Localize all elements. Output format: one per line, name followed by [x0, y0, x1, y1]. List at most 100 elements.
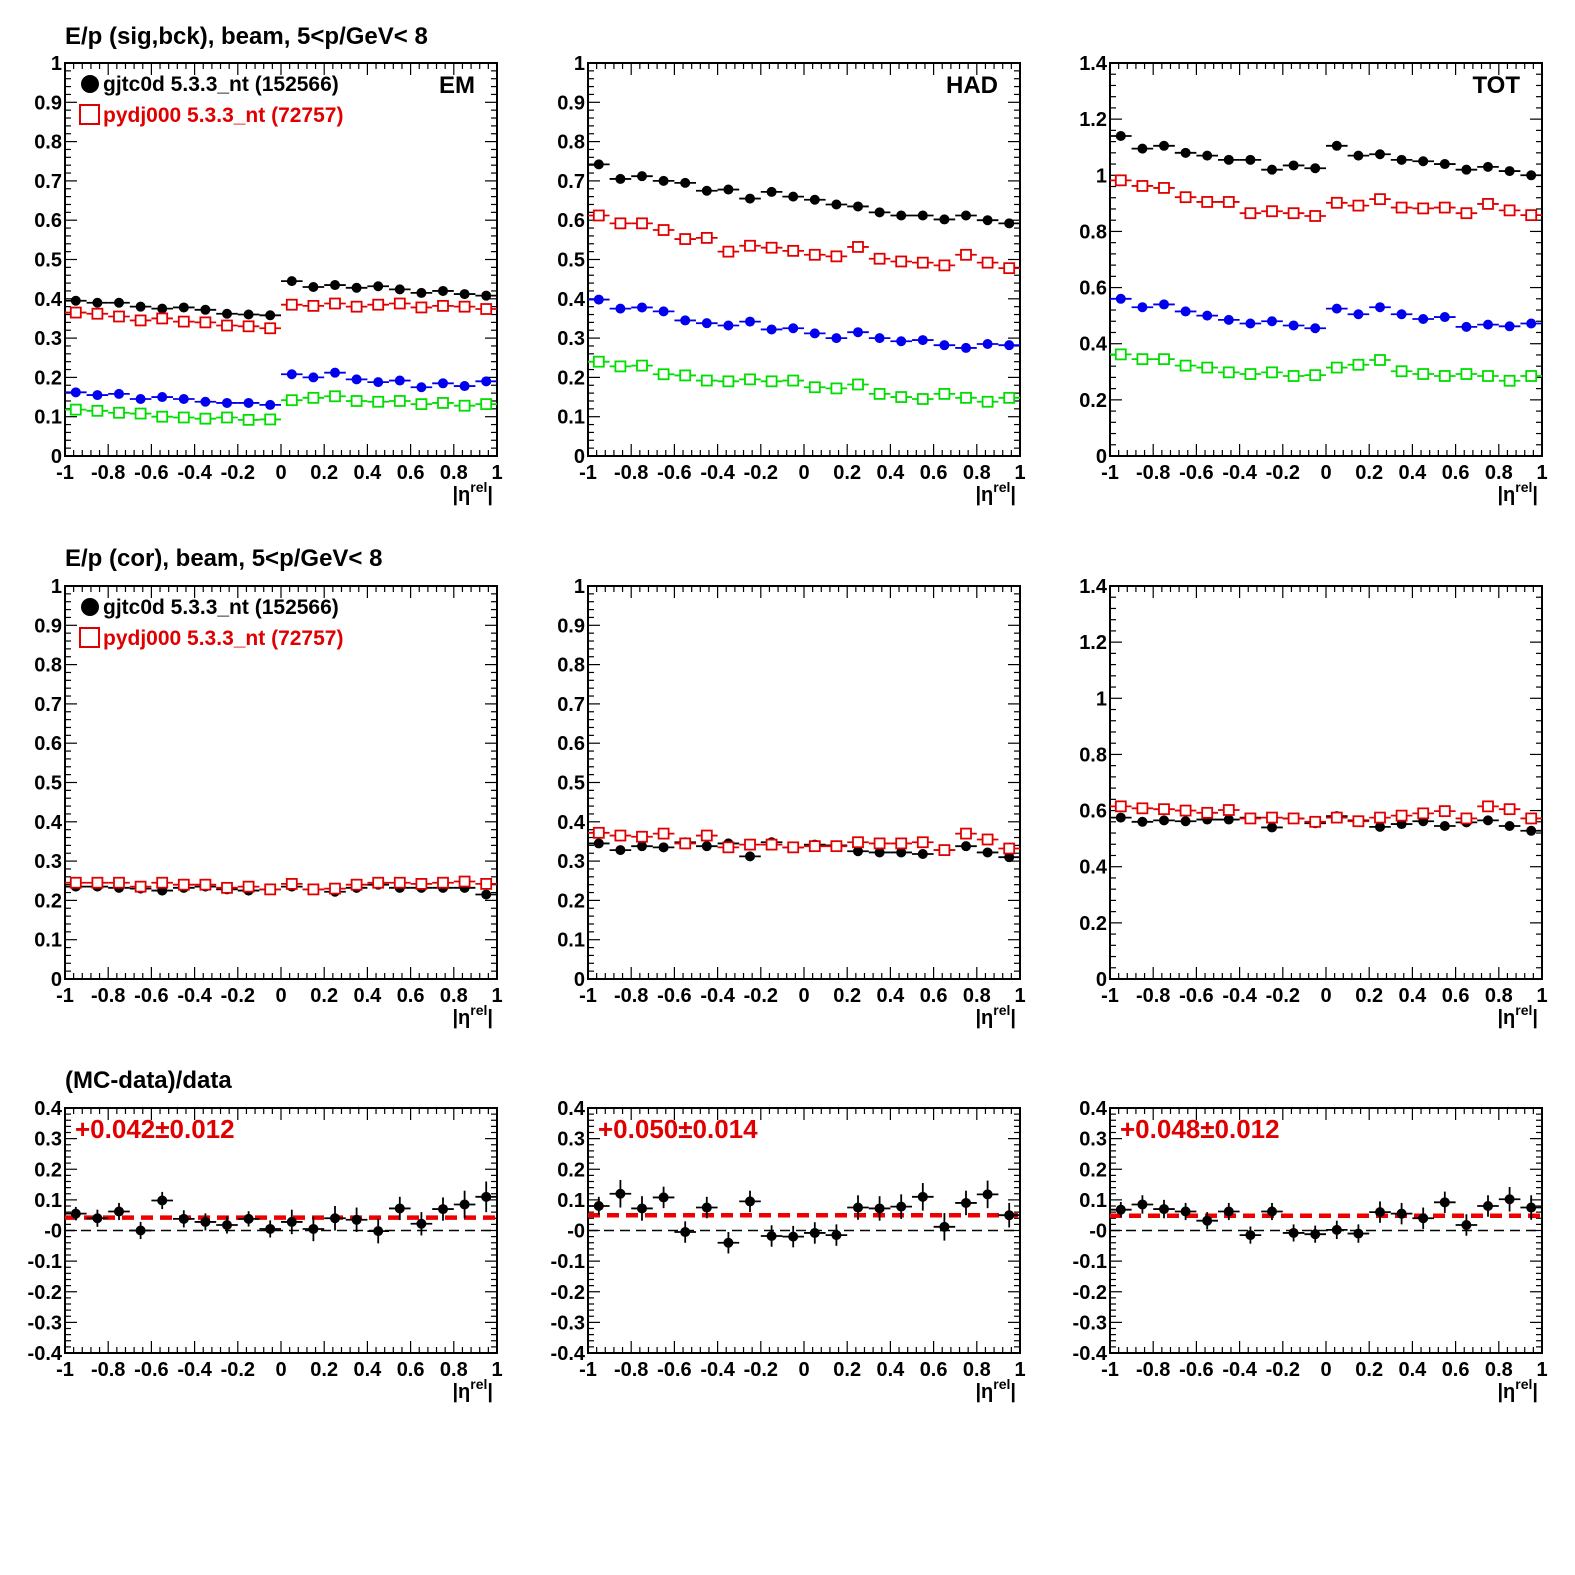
data-point — [615, 173, 626, 184]
data-point — [1310, 1229, 1321, 1240]
series-data — [1110, 811, 1542, 836]
data-point — [723, 320, 734, 331]
data-point — [722, 245, 735, 258]
data-point — [658, 175, 669, 186]
data-point — [330, 1213, 340, 1224]
data-point — [1244, 368, 1257, 380]
data-point — [1245, 1230, 1256, 1241]
data-point — [1331, 1224, 1342, 1235]
data-point — [481, 290, 492, 301]
y-tick-label: 0.6 — [34, 210, 62, 232]
data-point — [766, 1231, 777, 1242]
data-point — [1352, 358, 1365, 371]
y-tick-label: -0 — [44, 1221, 62, 1243]
data-point — [680, 1227, 691, 1238]
x-tick-label: 0.6 — [397, 1359, 425, 1381]
data-point — [199, 412, 212, 425]
x-tick-label: -0.4 — [700, 985, 735, 1007]
data-point — [1353, 309, 1364, 320]
data-point — [221, 411, 233, 424]
data-point — [831, 199, 842, 210]
data-point — [1396, 1208, 1407, 1219]
y-tick-label: 0.4 — [34, 289, 63, 311]
data-point — [1179, 359, 1192, 372]
data-point — [1003, 262, 1016, 275]
x-tick-label: 0.2 — [833, 1359, 861, 1381]
data-point — [1003, 842, 1016, 855]
data-point — [744, 373, 756, 386]
y-tick-label: 0.8 — [557, 132, 585, 154]
data-point — [938, 844, 951, 856]
data-point — [961, 210, 971, 221]
x-tick-label: -1 — [56, 1359, 74, 1381]
data-point — [393, 297, 406, 310]
data-point — [329, 390, 341, 403]
x-tick-label: -0.8 — [91, 985, 125, 1007]
data-point — [873, 837, 886, 850]
data-point — [745, 1196, 755, 1207]
x-axis-label: |ηrel| — [452, 479, 493, 506]
legend: gjtc0d 5.3.3_nt (152566) pydj000 5.3.3_nt… — [79, 596, 343, 650]
data-point — [222, 308, 232, 319]
y-tick-label: 0.1 — [557, 930, 585, 952]
panel-tot_ratio: -1 -0.8 -0.6 -0.4 -0.2 0 0.2 0.4 0.6 0.8 1|ηrel| -0… — [1073, 1098, 1548, 1403]
x-tick-label: -0.4 — [177, 985, 212, 1007]
series-mc — [65, 875, 497, 896]
y-tick-label: -0.3 — [28, 1312, 62, 1334]
panel-em_ratio: -1 -0.8 -0.6 -0.4 -0.2 0 0.2 0.4 0.6 0.8 1|ηrel| -0… — [28, 1098, 503, 1403]
data-point — [373, 1226, 384, 1237]
data-point — [1136, 180, 1149, 192]
x-tick-label: -1 — [1101, 1359, 1119, 1381]
data-point — [416, 287, 427, 298]
data-point — [1287, 207, 1300, 220]
panel-tot_sigbck: -1 -0.8 -0.6 -0.4 -0.2 0 0.2 0.4 0.6 0.8 1|ηrel|00… — [1079, 53, 1547, 506]
y-tick-label: 0.5 — [34, 773, 62, 795]
data-point — [243, 1213, 254, 1224]
data-point — [415, 877, 428, 890]
y-tick-label: -0.2 — [28, 1282, 62, 1304]
data-point — [242, 320, 255, 333]
data-point — [874, 207, 885, 218]
x-tick-label: -0.6 — [1179, 1359, 1213, 1381]
y-tick-label: 0.8 — [1079, 744, 1107, 766]
data-point — [265, 310, 276, 321]
data-point — [1395, 201, 1408, 214]
data-point — [350, 878, 363, 891]
data-point — [1266, 205, 1278, 218]
x-tick-label: 0.8 — [440, 462, 468, 484]
data-point — [657, 368, 670, 381]
data-point — [874, 333, 885, 344]
data-point — [895, 255, 908, 268]
data-point — [1137, 302, 1148, 313]
data-point — [1483, 1201, 1493, 1211]
data-point — [592, 826, 605, 839]
data-point — [615, 1188, 626, 1199]
x-tick-label: -0.8 — [91, 462, 125, 484]
x-tick-label: -0.6 — [134, 985, 168, 1007]
data-point — [1504, 321, 1515, 332]
data-point — [745, 193, 755, 204]
data-point — [938, 259, 951, 272]
data-point — [350, 300, 363, 313]
data-point — [1526, 318, 1537, 329]
x-tick-label: 0 — [275, 985, 286, 1007]
x-tick-label: 0.6 — [1442, 1359, 1470, 1381]
data-point — [156, 410, 169, 423]
data-point — [1395, 365, 1408, 378]
y-tick-label: 0.6 — [34, 733, 62, 755]
data-point — [1114, 174, 1127, 187]
data-point — [1114, 348, 1127, 361]
data-point — [766, 186, 777, 197]
y-tick-label: 0.9 — [557, 92, 585, 114]
data-point — [701, 841, 712, 852]
data-point — [787, 841, 800, 854]
x-tick-label: 0.6 — [920, 462, 948, 484]
data-point — [874, 1203, 885, 1214]
data-point — [1417, 807, 1430, 820]
x-tick-label: 0.2 — [1355, 985, 1383, 1007]
data-point — [373, 281, 384, 292]
data-point — [200, 396, 211, 407]
data-point — [852, 378, 864, 391]
data-point — [1201, 361, 1214, 374]
data-point — [1180, 306, 1191, 317]
